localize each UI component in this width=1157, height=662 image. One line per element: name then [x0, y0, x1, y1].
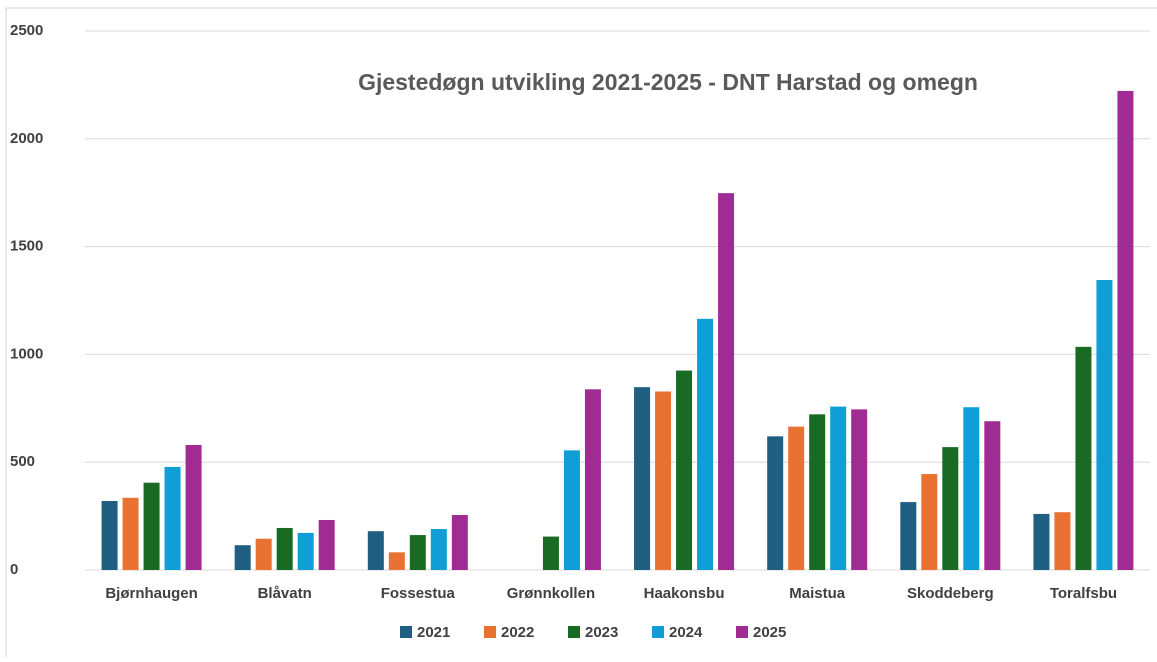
- bar: [830, 406, 847, 570]
- legend-label: 2021: [417, 624, 450, 641]
- bar: [318, 519, 335, 570]
- y-tick-label: 2500: [10, 22, 43, 39]
- bar: [788, 426, 805, 570]
- y-tick-label: 1000: [10, 345, 43, 362]
- legend-label: 2024: [669, 624, 703, 641]
- bar: [697, 318, 714, 570]
- bar: [185, 444, 202, 570]
- bar: [409, 535, 426, 570]
- bar: [767, 436, 784, 570]
- x-tick-label: Grønnkollen: [507, 585, 595, 602]
- bar: [718, 193, 735, 570]
- bar: [963, 407, 980, 570]
- bar: [921, 474, 938, 570]
- bar: [900, 502, 917, 570]
- legend-label: 2023: [585, 624, 618, 641]
- legend-swatch: [484, 626, 496, 638]
- bar: [942, 447, 959, 570]
- x-tick-label: Fossestua: [381, 585, 456, 602]
- x-tick-label: Maistua: [789, 585, 846, 602]
- y-tick-label: 1500: [10, 238, 43, 255]
- bar: [122, 497, 139, 570]
- bar: [101, 501, 118, 570]
- y-tick-label: 2000: [10, 130, 43, 147]
- bar: [984, 421, 1001, 570]
- bar: [234, 545, 251, 570]
- bar: [584, 389, 601, 570]
- bar: [367, 531, 384, 570]
- x-tick-label: Toralfsbu: [1050, 585, 1117, 602]
- bar: [1096, 280, 1113, 570]
- bar: [276, 527, 293, 570]
- bar: [1117, 90, 1134, 570]
- bar: [542, 536, 559, 570]
- legend-swatch: [400, 626, 412, 638]
- legend-label: 2022: [501, 624, 534, 641]
- x-tick-label: Haakonsbu: [644, 585, 725, 602]
- bar: [1054, 512, 1071, 570]
- chart-title: Gjestedøgn utvikling 2021-2025 - DNT Har…: [358, 69, 978, 95]
- legend-label: 2025: [753, 624, 786, 641]
- bar: [563, 450, 580, 570]
- bar: [451, 515, 468, 570]
- x-tick-label: Blåvatn: [258, 585, 312, 602]
- legend-swatch: [568, 626, 580, 638]
- bar: [676, 370, 693, 570]
- x-tick-label: Skoddeberg: [907, 585, 994, 602]
- bar: [430, 529, 447, 570]
- y-tick-label: 500: [10, 453, 35, 470]
- bar: [634, 387, 651, 570]
- bar: [297, 532, 314, 570]
- bar: [255, 538, 272, 570]
- bar: [388, 552, 405, 570]
- bar: [851, 409, 868, 570]
- legend-swatch: [652, 626, 664, 638]
- legend-swatch: [736, 626, 748, 638]
- x-tick-label: Bjørnhaugen: [105, 585, 198, 602]
- bar: [164, 466, 181, 570]
- bar: [1033, 513, 1050, 570]
- y-tick-label: 0: [10, 561, 18, 578]
- bar: [655, 391, 672, 570]
- bar: [143, 482, 160, 570]
- bar: [809, 414, 826, 570]
- bar: [1075, 346, 1092, 570]
